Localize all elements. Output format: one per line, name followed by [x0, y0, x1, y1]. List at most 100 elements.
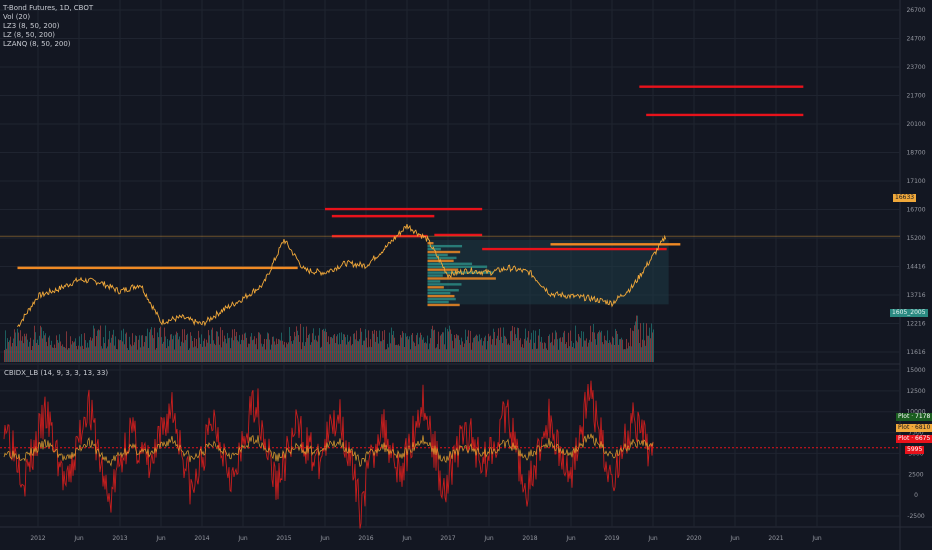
- volume-bar: [536, 348, 537, 362]
- volume-bar: [68, 347, 69, 362]
- volume-bar: [622, 339, 623, 362]
- volume-bar: [499, 340, 500, 362]
- volume-bar: [54, 344, 55, 362]
- volume-bar: [274, 341, 275, 362]
- volume-bar: [642, 339, 643, 362]
- indicator-panel-title[interactable]: CBIDX_LB (14, 9, 3, 3, 13, 33): [4, 369, 109, 377]
- volume-bar: [213, 340, 214, 362]
- volume-bar: [525, 328, 526, 362]
- volume-bar: [470, 330, 471, 362]
- volume-bar: [338, 344, 339, 362]
- volume-bar: [304, 345, 305, 362]
- volume-bar: [285, 347, 286, 362]
- plot-tag-3: Plot · 6675: [896, 435, 932, 443]
- volume-bar: [383, 339, 384, 362]
- volume-bar: [529, 342, 530, 362]
- indicator-lz3[interactable]: LZ3 (8, 50, 200): [3, 22, 60, 30]
- indicator-vol[interactable]: Vol (20): [3, 13, 31, 21]
- volume-bar: [341, 332, 342, 362]
- volume-bar: [257, 349, 258, 362]
- volume-bar: [244, 333, 245, 362]
- volume-bar: [155, 349, 156, 362]
- volume-bar: [186, 335, 187, 362]
- volume-profile-bar: [427, 262, 473, 265]
- volume-bar: [471, 349, 472, 362]
- volume-bar: [33, 339, 34, 362]
- volume-bar: [437, 344, 438, 362]
- time-axis-label: Jun: [319, 535, 330, 542]
- volume-bar: [272, 336, 273, 362]
- volume-profile-bar: [427, 268, 459, 271]
- volume-bar: [102, 348, 103, 362]
- volume-bar: [136, 336, 137, 362]
- volume-bar: [264, 338, 265, 362]
- volume-bar: [419, 337, 420, 362]
- volume-bar: [482, 345, 483, 362]
- volume-bar: [206, 339, 207, 362]
- volume-bar: [373, 333, 374, 362]
- volume-bar: [523, 347, 524, 362]
- volume-bar: [270, 349, 271, 362]
- volume-bar: [322, 329, 323, 362]
- indicator-lzanq[interactable]: LZANQ (8, 50, 200): [3, 40, 71, 48]
- volume-profile-bar: [427, 253, 448, 257]
- time-axis-label: Jun: [155, 535, 166, 542]
- chart-legend: T-Bond Futures, 1D, CBOT Vol (20) LZ3 (8…: [3, 4, 93, 49]
- volume-bar: [538, 335, 539, 362]
- volume-bar: [504, 335, 505, 362]
- indicator-axis-label: 15000: [906, 367, 925, 374]
- volume-bar: [652, 332, 653, 362]
- volume-bar: [310, 344, 311, 362]
- volume-bar: [564, 330, 565, 362]
- volume-bar: [500, 327, 501, 362]
- volume-bar: [87, 342, 88, 362]
- volume-bar: [554, 339, 555, 362]
- volume-bar: [391, 327, 392, 362]
- volume-bar: [553, 345, 554, 362]
- volume-bar: [557, 339, 558, 362]
- volume-bar: [145, 336, 146, 362]
- volume-bar: [619, 339, 620, 362]
- volume-bar: [309, 333, 310, 362]
- volume-bar: [181, 341, 182, 362]
- volume-bar: [641, 347, 642, 362]
- volume-bar: [275, 344, 276, 362]
- volume-bar: [79, 336, 80, 362]
- volume-bar: [31, 349, 32, 362]
- volume-bar: [367, 347, 368, 362]
- volume-bar: [161, 337, 162, 362]
- volume-bar: [24, 333, 25, 362]
- volume-bar: [113, 329, 114, 362]
- volume-bar: [555, 330, 556, 362]
- volume-bar: [95, 346, 96, 362]
- volume-bar: [369, 346, 370, 362]
- time-axis[interactable]: 2012 Jun 2013 Jun 2014 Jun 2015 Jun 2016 Jun 2017 J…: [30, 535, 822, 542]
- volume-bar: [127, 348, 128, 362]
- volume-bar: [88, 347, 89, 362]
- volume-bar: [440, 335, 441, 362]
- volume-bar: [438, 331, 439, 362]
- volume-bar: [413, 341, 414, 362]
- volume-bar: [387, 343, 388, 362]
- volume-bar: [85, 340, 86, 362]
- volume-bar: [259, 332, 260, 362]
- volume-bar: [46, 341, 47, 362]
- volume-bar: [513, 340, 514, 362]
- volume-bar: [193, 347, 194, 362]
- volume-bar: [164, 327, 165, 362]
- price-axis[interactable]: 26700 24700 23700 21700 20100 18700 17100 16700…: [906, 7, 925, 520]
- symbol-title[interactable]: T-Bond Futures, 1D, CBOT: [3, 4, 94, 12]
- volume-bar: [403, 332, 404, 362]
- volume-profile-bar: [427, 303, 460, 307]
- volume-bar: [575, 325, 576, 362]
- volume-bar: [262, 346, 263, 362]
- volume-bar: [64, 346, 65, 362]
- volume-bar: [637, 315, 638, 362]
- volume-bar: [218, 336, 219, 362]
- indicator-lz[interactable]: LZ (8, 50, 200): [3, 31, 56, 39]
- volume-bar: [567, 348, 568, 362]
- volume-bar: [208, 330, 209, 362]
- volume-bar: [73, 342, 74, 362]
- time-axis-label: 2016: [358, 535, 373, 542]
